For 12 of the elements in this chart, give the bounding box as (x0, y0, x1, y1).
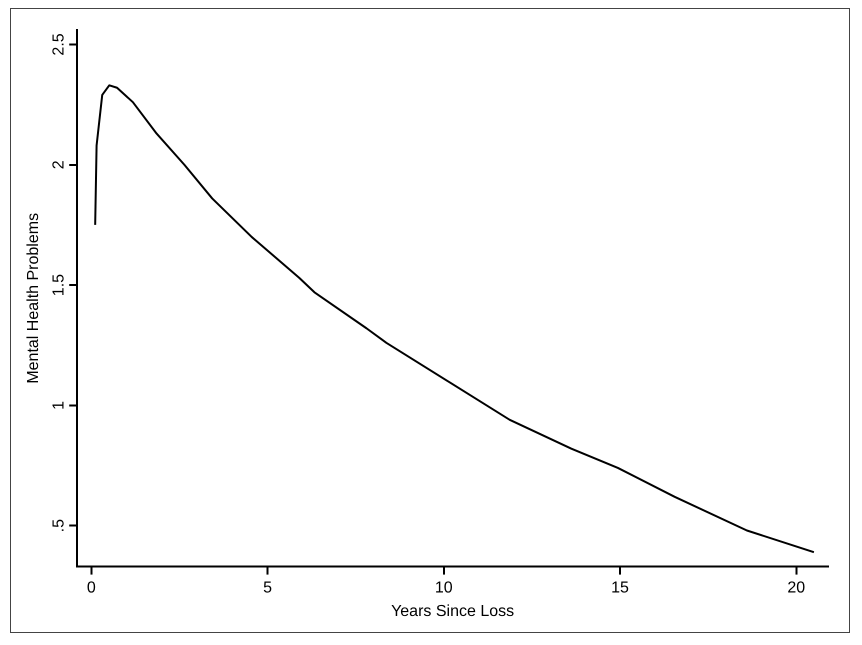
x-tick-label: 5 (263, 580, 272, 597)
x-tick-label: 15 (611, 580, 630, 597)
y-tick-label: 1 (50, 400, 68, 410)
x-tick-label: 0 (86, 580, 96, 597)
y-tick-label: 1.5 (50, 274, 68, 296)
x-axis-title: Years Since Loss (391, 602, 514, 620)
x-tick-label: 20 (787, 580, 806, 597)
x-tick-label: 10 (434, 580, 453, 597)
y-axis-title: Mental Health Problems (25, 212, 42, 384)
y-tick-label: 2.5 (50, 33, 68, 56)
y-tick-label: .5 (50, 518, 68, 532)
y-tick-label: 2 (50, 160, 68, 170)
